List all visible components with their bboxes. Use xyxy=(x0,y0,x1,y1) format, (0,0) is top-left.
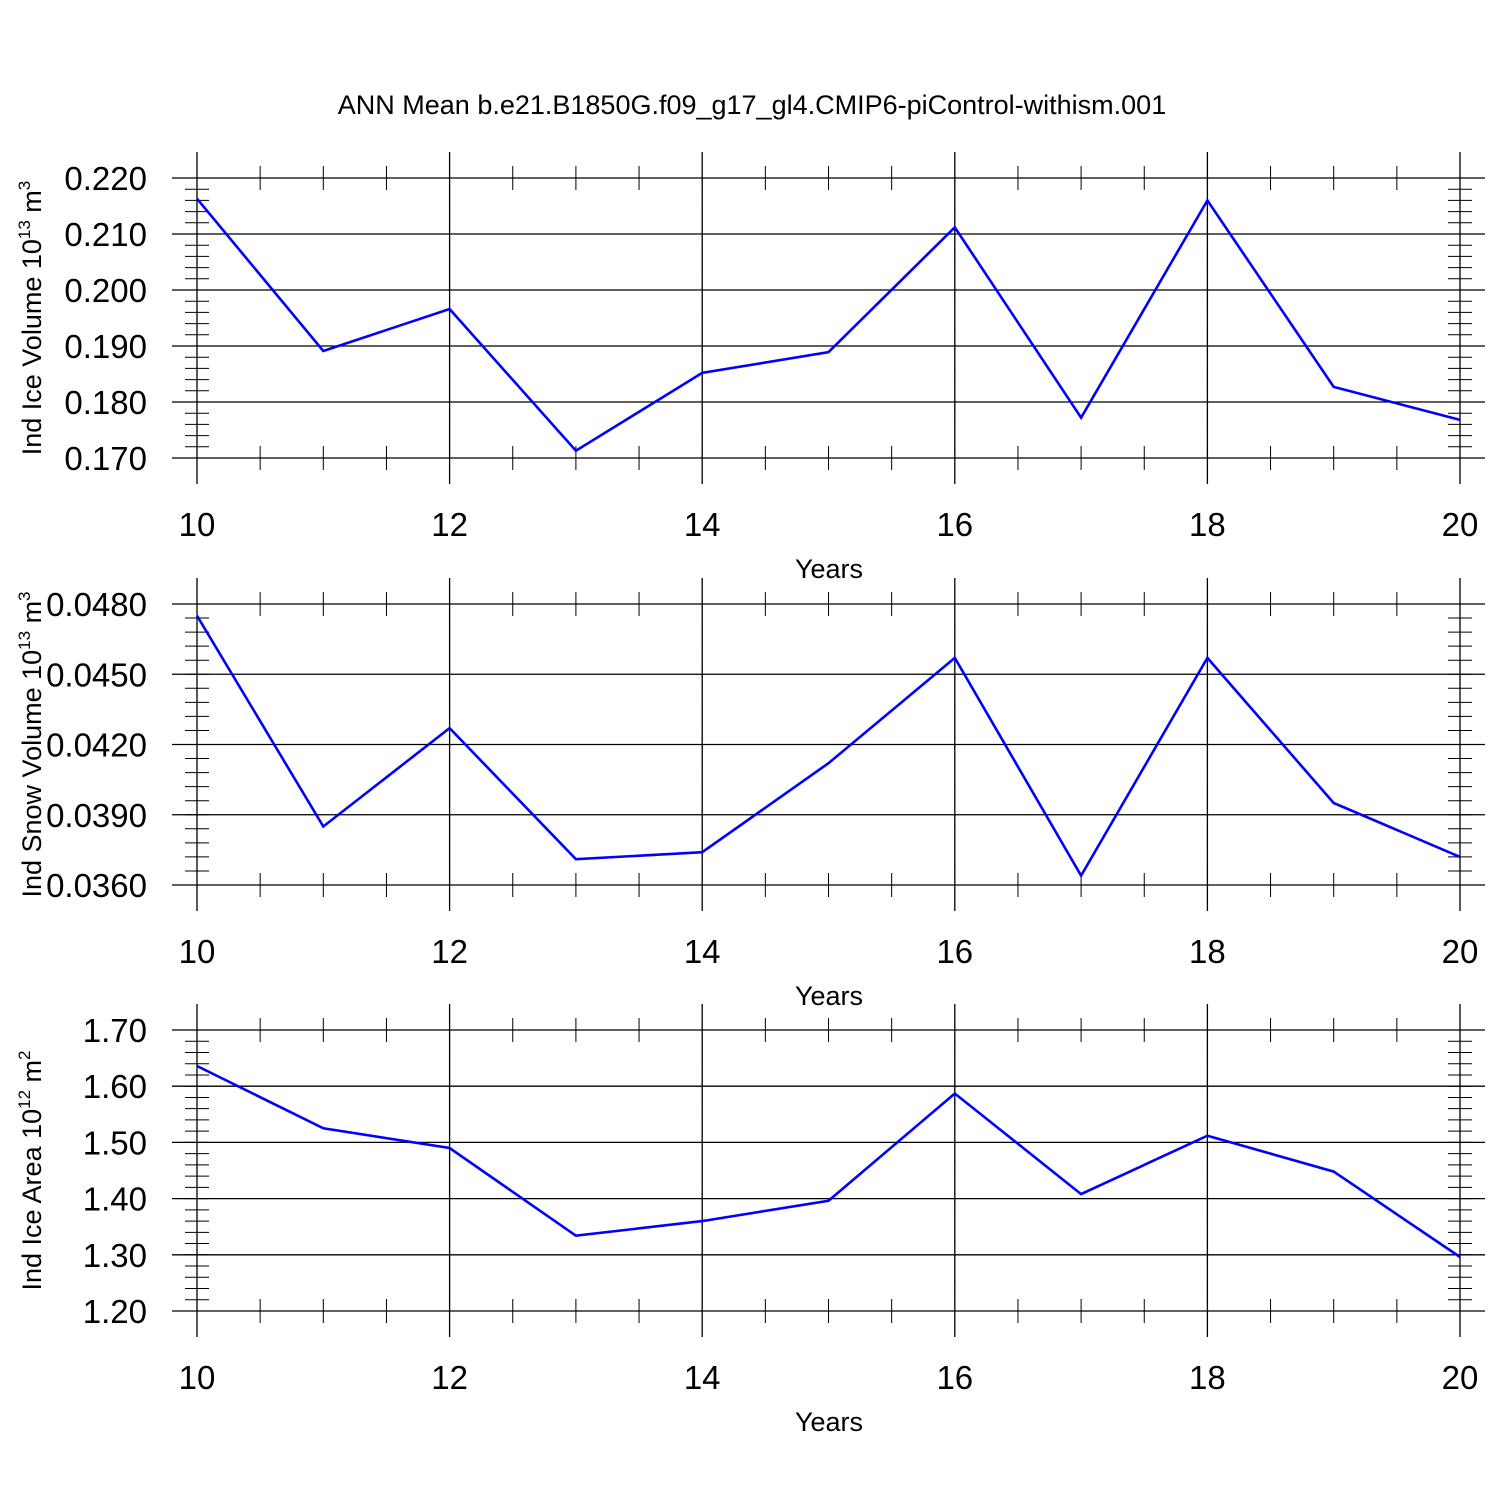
y-tick-label: 0.0480 xyxy=(46,586,147,623)
y-tick-label: 0.190 xyxy=(64,328,147,365)
y-tick-label: 1.50 xyxy=(83,1124,147,1161)
y-axis-label: Ind Ice Area 1012 m2 xyxy=(15,1050,47,1290)
x-tick-label: 20 xyxy=(1442,506,1479,543)
x-tick-label: 10 xyxy=(179,1359,216,1396)
panels: 0.170 0.180 0.190 0.200 0.210 0.220 10 12 14 16 18… xyxy=(15,152,1485,1437)
y-tick-label: 1.70 xyxy=(83,1012,147,1049)
x-tick-label: 10 xyxy=(179,933,216,970)
x-tick-label: 14 xyxy=(684,933,721,970)
y-tick-label: 0.0450 xyxy=(46,656,147,693)
x-tick-label: 14 xyxy=(684,506,721,543)
chart-panel-snow-volume: 0.0360 0.0390 0.0420 0.0450 0.0480 10 12 14 16 18… xyxy=(15,578,1485,1011)
series-line xyxy=(196,1064,1461,1259)
x-tick-label: 12 xyxy=(431,1359,468,1396)
y-tick-label: 0.170 xyxy=(64,440,147,477)
y-tick-label: 1.30 xyxy=(83,1237,147,1274)
x-axis-label: Years xyxy=(795,981,863,1011)
x-tick-label: 12 xyxy=(431,506,468,543)
y-tick-label: 1.60 xyxy=(83,1068,147,1105)
figure-title: ANN Mean b.e21.B1850G.f09_g17_gl4.CMIP6-… xyxy=(338,90,1166,120)
x-tick-label: 18 xyxy=(1189,933,1226,970)
series-line xyxy=(195,615,1461,879)
x-axis-label: Years xyxy=(795,554,863,584)
y-tick-label: 1.20 xyxy=(83,1293,147,1330)
x-axis-label: Years xyxy=(795,1407,863,1437)
x-tick-label: 18 xyxy=(1189,506,1226,543)
y-tick-label: 0.220 xyxy=(64,160,147,197)
series-line xyxy=(195,197,1461,453)
y-tick-label: 0.180 xyxy=(64,384,147,421)
y-axis-label: Ind Snow Volume 1013 m3 xyxy=(15,591,47,897)
x-tick-label: 14 xyxy=(684,1359,721,1396)
y-tick-label: 0.210 xyxy=(64,216,147,253)
x-tick-label: 16 xyxy=(936,506,973,543)
y-tick-label: 1.40 xyxy=(83,1181,147,1218)
x-tick-label: 16 xyxy=(936,933,973,970)
y-axis-label: Ind Ice Volume 1013 m3 xyxy=(15,181,47,456)
x-tick-label: 10 xyxy=(179,506,216,543)
x-tick-label: 12 xyxy=(431,933,468,970)
x-tick-label: 16 xyxy=(936,1359,973,1396)
y-tick-label: 0.0360 xyxy=(46,867,147,904)
x-tick-label: 20 xyxy=(1442,933,1479,970)
x-tick-label: 18 xyxy=(1189,1359,1226,1396)
y-tick-label: 0.0390 xyxy=(46,797,147,834)
chart-panel-ice-volume: 0.170 0.180 0.190 0.200 0.210 0.220 10 12 14 16 18… xyxy=(15,152,1485,584)
chart-panel-ice-area: 1.20 1.30 1.40 1.50 1.60 1.70 10 12 14 16 18 20 Year… xyxy=(15,1004,1485,1437)
y-tick-label: 0.0420 xyxy=(46,727,147,764)
x-tick-label: 20 xyxy=(1442,1359,1479,1396)
y-tick-label: 0.200 xyxy=(64,272,147,309)
